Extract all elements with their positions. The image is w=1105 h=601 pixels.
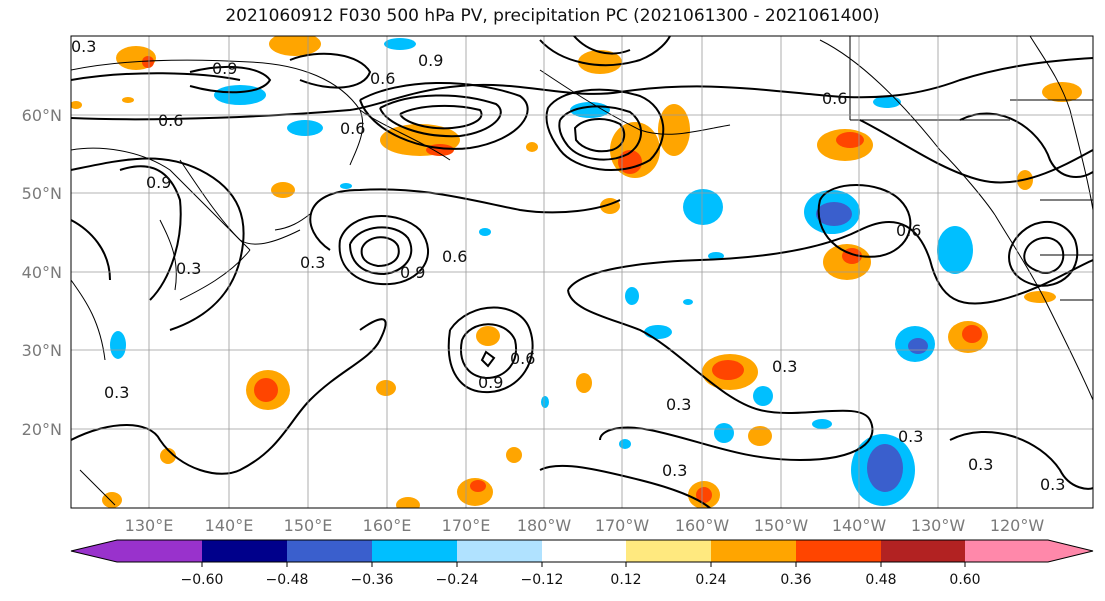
- contour-label: 0.6: [510, 349, 535, 368]
- lon-labels: 130°E 140°E 150°E 160°E 170°E 180°W 170°…: [125, 516, 1045, 535]
- lon-label: 130°W: [911, 516, 966, 535]
- lon-label: 160°W: [675, 516, 730, 535]
- lon-label: 130°E: [125, 516, 174, 535]
- contour-label: 0.6: [442, 247, 467, 266]
- lon-label: 150°E: [284, 516, 333, 535]
- lon-label: 180°W: [517, 516, 572, 535]
- colorbar-outline: [70, 539, 1094, 563]
- colorbar-tick-label: −0.60: [181, 572, 224, 588]
- lon-label: 120°W: [990, 516, 1045, 535]
- lon-label: 150°W: [754, 516, 809, 535]
- colorbar-segment: [881, 540, 965, 562]
- colorbar-segment: [202, 540, 287, 562]
- contour-label: 0.3: [662, 461, 687, 480]
- contour-label: 0.3: [71, 37, 96, 56]
- colorbar-segment: [711, 540, 796, 562]
- colorbar-tick-label: 0.24: [695, 572, 726, 588]
- contour-label: 0.6: [896, 221, 921, 240]
- contour-label: 0.6: [822, 89, 847, 108]
- contour-label: 0.9: [478, 373, 503, 392]
- chart-title: 2021060912 F030 500 hPa PV, precipitatio…: [225, 6, 880, 26]
- lat-label: 20°N: [22, 420, 62, 439]
- contour-label: 0.6: [370, 69, 395, 88]
- contour-label: 0.9: [400, 263, 425, 282]
- pv-contours: [71, 36, 1093, 508]
- colorbar: −0.60 −0.48 −0.36 −0.24 −0.12 0.12 0.24 …: [70, 539, 1094, 588]
- colorbar-tick-label: −0.48: [266, 572, 309, 588]
- gridlines: [71, 36, 1093, 508]
- contour-label: 0.3: [300, 253, 325, 272]
- colorbar-segment: [457, 540, 542, 562]
- colorbar-tick-label: 0.48: [865, 572, 896, 588]
- contour-label: 0.3: [1040, 475, 1065, 494]
- contour-label: 0.9: [418, 51, 443, 70]
- lat-labels: 60°N 50°N 40°N 30°N 20°N: [22, 106, 62, 439]
- contour-label: 0.3: [666, 395, 691, 414]
- colorbar-tick-label: −0.12: [521, 572, 564, 588]
- colorbar-tick-label: 0.12: [610, 572, 641, 588]
- colorbar-tick-label: −0.24: [436, 572, 479, 588]
- contour-label: 0.3: [104, 383, 129, 402]
- colorbar-tick-label: 0.36: [780, 572, 811, 588]
- colorbar-segment: [626, 540, 711, 562]
- colorbar-segment: [372, 540, 457, 562]
- colorbar-segment: [965, 540, 1093, 562]
- contour-label: 0.3: [772, 357, 797, 376]
- lon-label: 170°W: [595, 516, 650, 535]
- contour-label: 0.6: [340, 119, 365, 138]
- contour-label: 0.3: [968, 455, 993, 474]
- colorbar-segment: [71, 540, 202, 562]
- colorbar-segment: [542, 540, 626, 562]
- contour-label: 0.3: [898, 427, 923, 446]
- lat-label: 40°N: [22, 263, 62, 282]
- lat-label: 50°N: [22, 184, 62, 203]
- colorbar-tick-label: −0.36: [351, 572, 394, 588]
- colorbar-ticks: [201, 562, 966, 567]
- map-frame: [70, 35, 1094, 509]
- lat-label: 60°N: [22, 106, 62, 125]
- lat-label: 30°N: [22, 341, 62, 360]
- colorbar-tick-label: 0.60: [949, 572, 980, 588]
- colorbar-segment: [796, 540, 881, 562]
- lon-label: 140°W: [832, 516, 887, 535]
- contour-label: 0.9: [146, 173, 171, 192]
- colorbar-segment: [287, 540, 372, 562]
- coastlines: [71, 36, 1093, 506]
- lon-label: 140°E: [205, 516, 254, 535]
- contour-label: 0.6: [158, 111, 183, 130]
- contour-label: 0.3: [176, 259, 201, 278]
- contour-labels: 0.9 0.6 0.9 0.6 0.6 0.9 0.3 0.3 0.6 0.9 …: [71, 37, 1065, 494]
- lon-label: 170°E: [442, 516, 491, 535]
- lon-label: 160°E: [363, 516, 412, 535]
- contour-label: 0.9: [212, 59, 237, 78]
